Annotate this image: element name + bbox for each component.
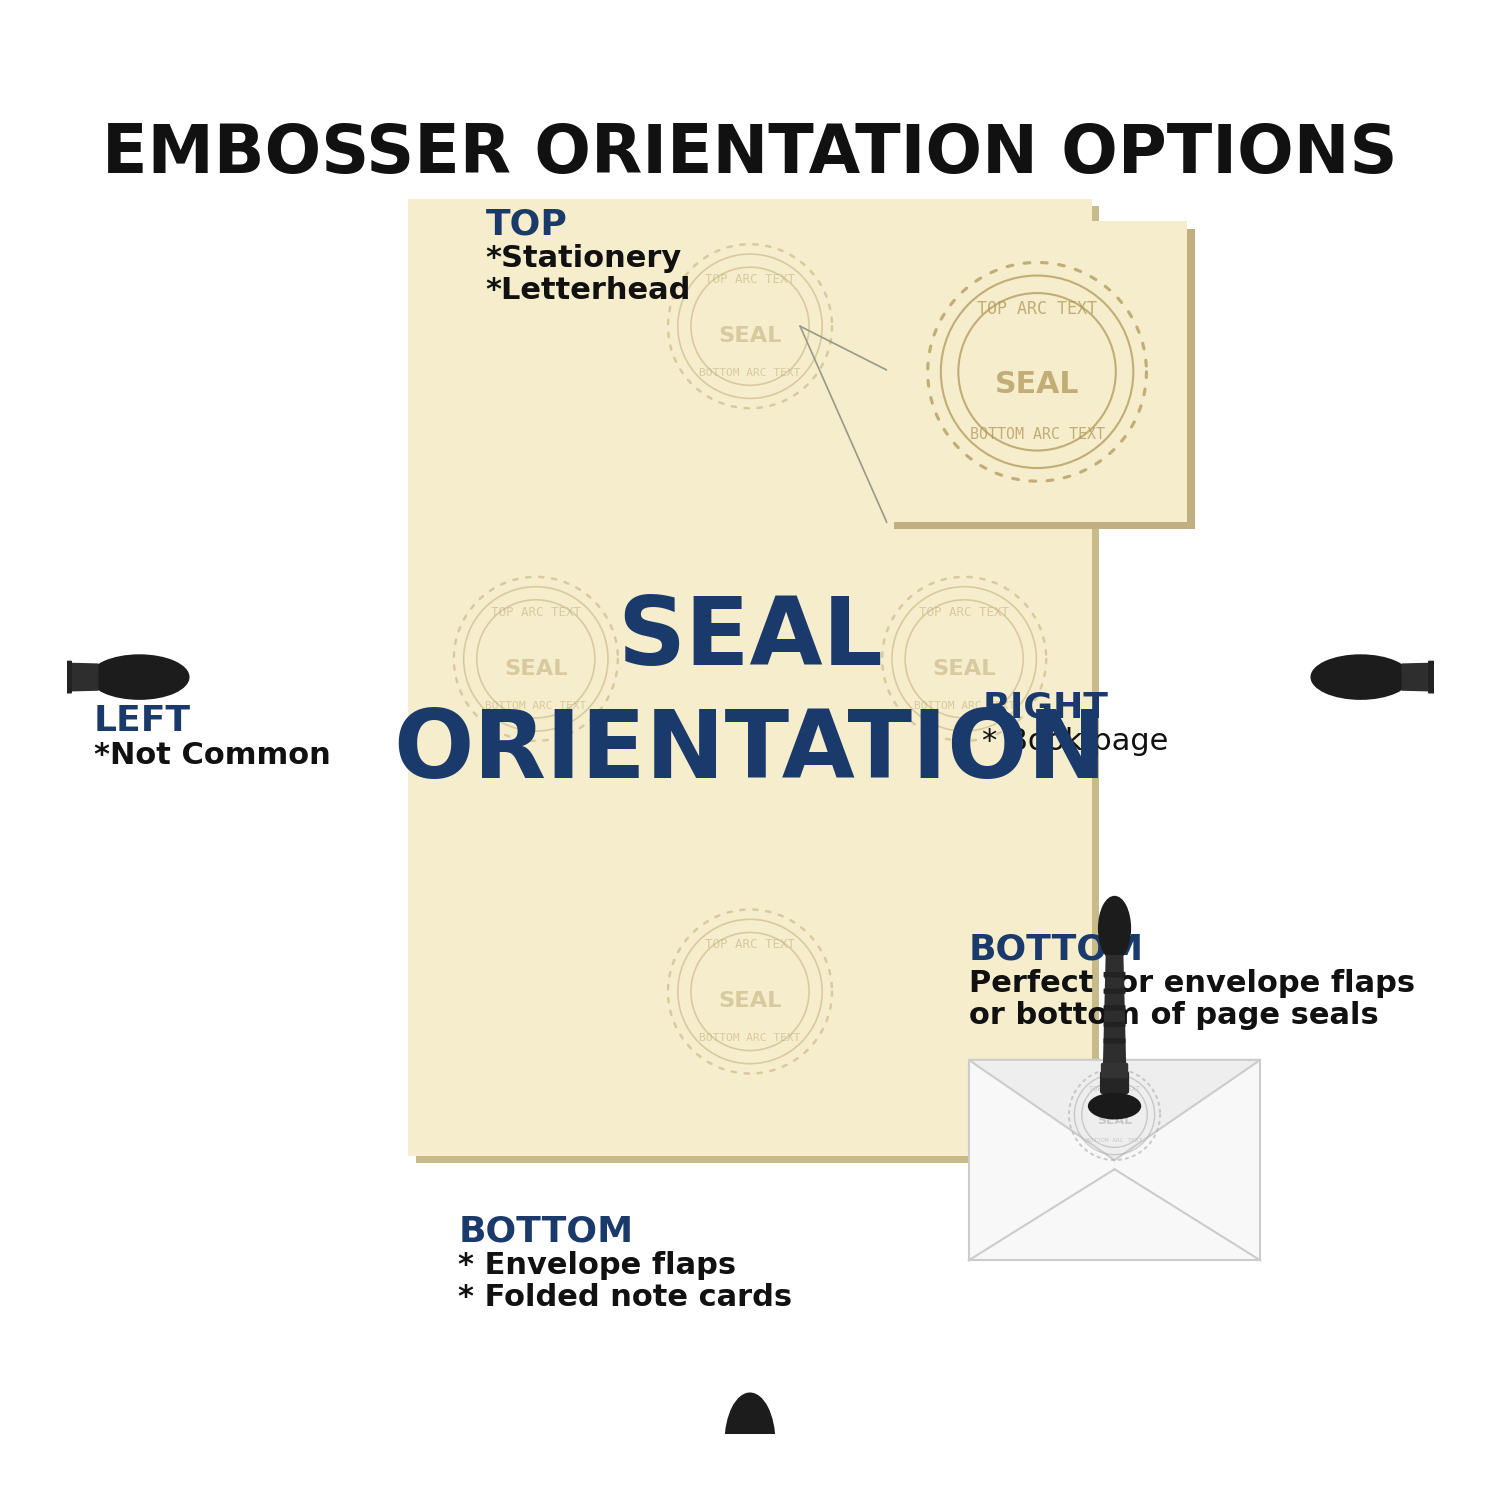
Text: SEAL: SEAL [933, 658, 996, 678]
Polygon shape [732, 1484, 768, 1500]
Text: TOP ARC TEXT: TOP ARC TEXT [705, 939, 795, 951]
FancyBboxPatch shape [39, 660, 46, 693]
Text: *Stationery: *Stationery [486, 244, 682, 273]
Text: SEAL: SEAL [1096, 1113, 1132, 1126]
Text: TOP ARC TEXT: TOP ARC TEXT [490, 606, 580, 618]
FancyBboxPatch shape [1104, 1038, 1125, 1044]
Text: TOP ARC TEXT: TOP ARC TEXT [920, 606, 1010, 618]
Text: EMBOSSER ORIENTATION OPTIONS: EMBOSSER ORIENTATION OPTIONS [102, 122, 1398, 188]
Text: BOTTOM ARC TEXT: BOTTOM ARC TEXT [484, 700, 586, 711]
Ellipse shape [1098, 896, 1131, 962]
Text: TOP ARC TEXT: TOP ARC TEXT [976, 300, 1096, 318]
FancyBboxPatch shape [416, 206, 1100, 1162]
FancyBboxPatch shape [408, 198, 1092, 1155]
Ellipse shape [724, 1392, 776, 1492]
FancyBboxPatch shape [1104, 988, 1125, 994]
Ellipse shape [1311, 654, 1410, 700]
FancyBboxPatch shape [1104, 972, 1125, 978]
Text: SEAL: SEAL [718, 326, 782, 346]
Text: TOP ARC TEXT: TOP ARC TEXT [705, 273, 795, 286]
Text: BOTTOM ARC TEXT: BOTTOM ARC TEXT [699, 368, 801, 378]
Text: TOP: TOP [486, 209, 567, 242]
Text: SEAL: SEAL [718, 992, 782, 1011]
Polygon shape [1401, 658, 1500, 696]
Text: or bottom of page seals: or bottom of page seals [969, 1000, 1378, 1029]
Text: BOTTOM ARC TEXT: BOTTOM ARC TEXT [1086, 1138, 1143, 1143]
Text: BOTTOM: BOTTOM [969, 933, 1144, 966]
Text: RIGHT: RIGHT [982, 692, 1108, 724]
FancyBboxPatch shape [894, 228, 1194, 530]
Text: * Book page: * Book page [982, 728, 1168, 756]
Text: BOTTOM ARC TEXT: BOTTOM ARC TEXT [969, 426, 1104, 441]
FancyBboxPatch shape [1100, 1071, 1130, 1094]
Text: BOTTOM: BOTTOM [459, 1215, 633, 1249]
Ellipse shape [1088, 1094, 1142, 1119]
FancyBboxPatch shape [1104, 1005, 1125, 1011]
Text: SEAL: SEAL [504, 658, 567, 678]
Text: BOTTOM ARC TEXT: BOTTOM ARC TEXT [914, 700, 1016, 711]
Polygon shape [969, 1060, 1260, 1160]
Text: *Not Common: *Not Common [94, 741, 330, 770]
Text: BOTTOM ARC TEXT: BOTTOM ARC TEXT [699, 1034, 801, 1044]
Text: TOP ARC TEXT: TOP ARC TEXT [1089, 1086, 1140, 1092]
FancyBboxPatch shape [64, 660, 72, 693]
Text: * Folded note cards: * Folded note cards [459, 1282, 792, 1312]
Ellipse shape [90, 654, 189, 700]
FancyBboxPatch shape [1104, 1022, 1125, 1028]
Text: SEAL
ORIENTATION: SEAL ORIENTATION [393, 592, 1107, 798]
Polygon shape [1102, 956, 1126, 1074]
FancyBboxPatch shape [1454, 660, 1461, 693]
Text: SEAL: SEAL [994, 370, 1080, 399]
Text: * Envelope flaps: * Envelope flaps [459, 1251, 736, 1280]
Polygon shape [0, 658, 99, 696]
Text: Perfect for envelope flaps: Perfect for envelope flaps [969, 969, 1414, 998]
FancyBboxPatch shape [886, 222, 1188, 522]
FancyBboxPatch shape [13, 660, 21, 693]
Polygon shape [969, 1060, 1260, 1260]
FancyBboxPatch shape [1479, 660, 1486, 693]
FancyBboxPatch shape [1101, 1064, 1128, 1078]
Text: LEFT: LEFT [94, 705, 190, 738]
Text: *Letterhead: *Letterhead [486, 276, 692, 304]
FancyBboxPatch shape [1428, 660, 1436, 693]
